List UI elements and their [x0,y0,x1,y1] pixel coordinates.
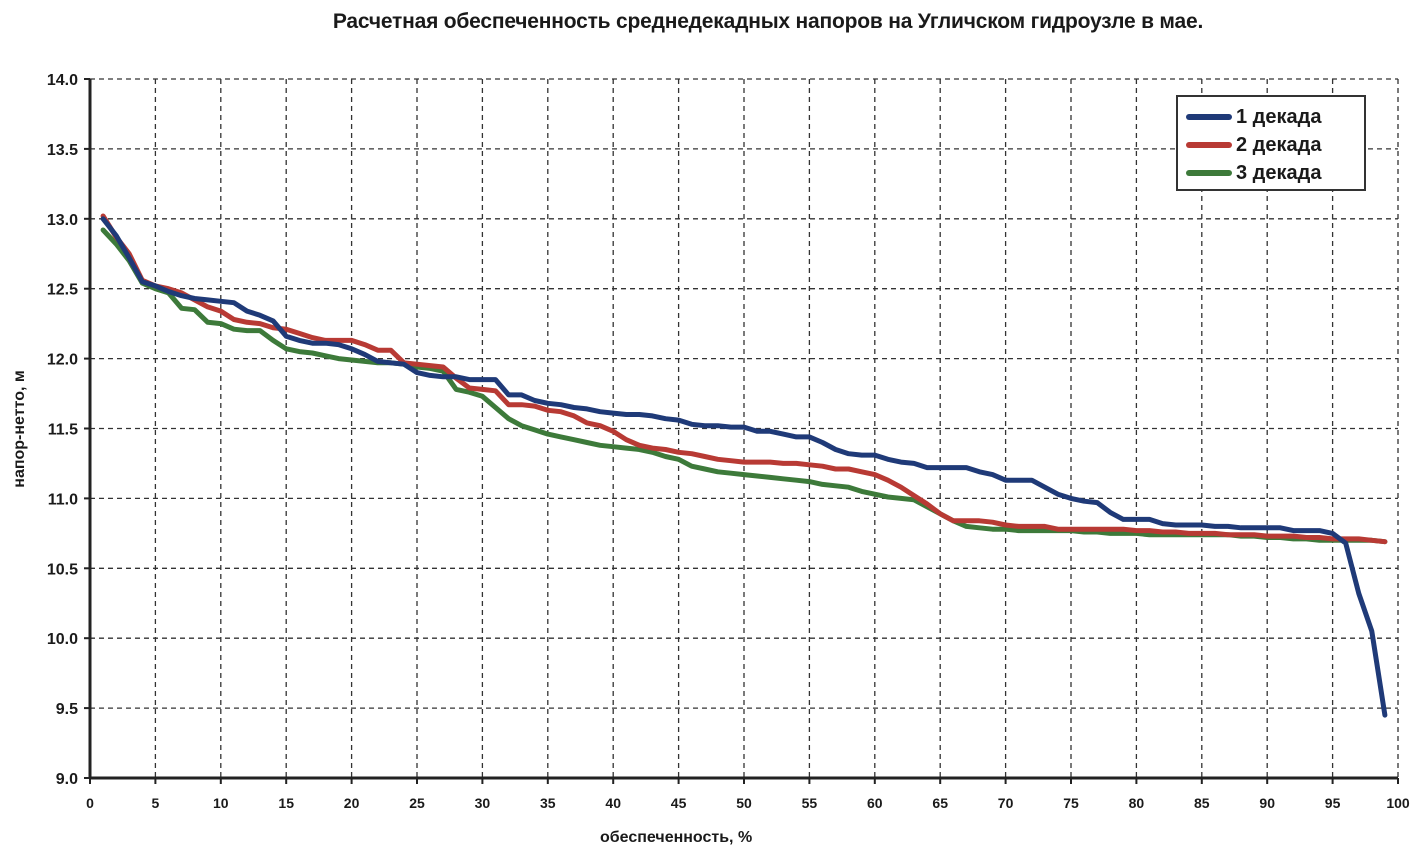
y-tick-label: 11.5 [48,422,78,439]
y-tick-label: 9.5 [56,701,78,718]
y-tick-label: 10.0 [47,631,78,648]
legend-item-3: 3 декада [1186,159,1364,187]
y-tick-labels: 9.0 9.5 10.0 10.5 11.0 11.5 12.0 12.5 13.0 13.5 14… [47,72,78,788]
x-tick-label: 25 [409,795,425,811]
series-line-1 [100,216,1388,718]
chart-title: Расчетная обеспеченность среднедекадных … [332,10,1204,33]
x-tick-label: 75 [1063,795,1079,811]
x-tick-label: 70 [998,795,1014,811]
legend-label-1: 1 декада [1236,105,1322,128]
y-tick-label: 13.5 [47,142,78,159]
grid-lines [90,78,1399,778]
legend-item-1: 1 декада [1186,103,1364,131]
y-tick-label: 11.0 [48,491,78,508]
x-tick-label: 0 [86,795,94,811]
x-tick-label: 60 [867,795,883,811]
y-tick-label: 9.0 [56,771,78,788]
x-tick-label: 95 [1325,795,1341,811]
x-tick-label: 65 [932,795,948,811]
x-tick-label: 90 [1259,795,1275,811]
x-axis-label: обеспеченность, % [600,829,753,846]
legend: 1 декада 2 декада 3 декада [1176,95,1366,191]
legend-label-2: 2 декада [1236,133,1322,156]
legend-item-2: 2 декада [1186,131,1364,159]
legend-label-3: 3 декада [1236,161,1322,184]
y-tick-label: 13.0 [47,212,78,229]
y-tick-label: 12.0 [47,352,78,369]
x-tick-label: 45 [671,795,687,811]
y-tick-label: 14.0 [47,72,78,89]
x-tick-label: 15 [278,795,294,811]
legend-swatch-3 [1186,170,1232,176]
axes [84,78,1399,784]
series-line-2 [100,213,1388,545]
x-tick-label: 100 [1386,795,1410,811]
data-series [100,213,1388,718]
x-tick-label: 30 [475,795,491,811]
y-tick-label: 12.5 [47,282,78,299]
x-tick-label: 5 [152,795,160,811]
legend-swatch-1 [1186,114,1232,120]
x-tick-labels: 0 5 10 15 20 25 30 35 40 45 50 55 60 65 70 75 80 85 90 95 10… [86,795,1410,811]
legend-swatch-2 [1186,142,1232,148]
x-tick-label: 85 [1194,795,1210,811]
x-tick-label: 50 [736,795,752,811]
y-tick-label: 10.5 [47,561,78,578]
x-tick-label: 80 [1129,795,1145,811]
x-tick-label: 35 [540,795,556,811]
x-tick-label: 55 [802,795,818,811]
x-tick-label: 20 [344,795,360,811]
series-line-3 [100,227,1388,545]
x-tick-label: 10 [213,795,229,811]
x-tick-label: 40 [605,795,621,811]
